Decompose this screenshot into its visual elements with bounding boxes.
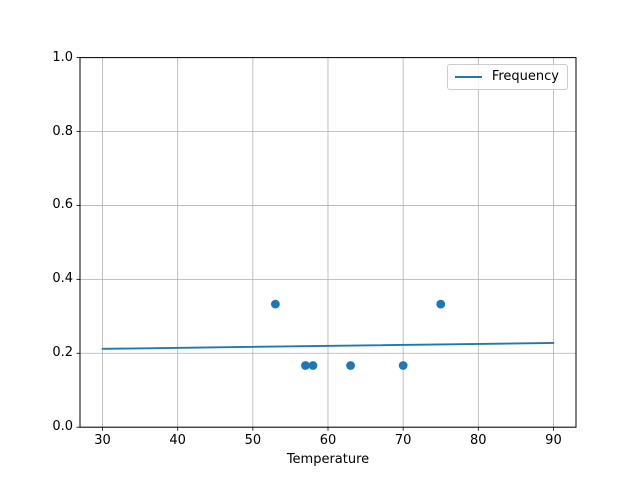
y-tick-label: 0.4 <box>52 271 73 287</box>
legend-label: Frequency <box>491 68 559 84</box>
x-tick-label: 50 <box>244 433 262 449</box>
x-tick-label: 30 <box>94 433 111 449</box>
scatter-point <box>308 361 318 370</box>
scatter-point <box>346 361 355 370</box>
x-tick-label: 80 <box>470 433 487 449</box>
scatter-point <box>301 361 310 370</box>
scatter-point <box>436 299 446 309</box>
frequency-line <box>101 341 555 350</box>
y-tick-label: 0.2 <box>52 345 73 361</box>
scatter-point <box>270 299 280 309</box>
y-tick-label: 0.8 <box>52 123 73 139</box>
x-tick-label: 60 <box>319 433 337 449</box>
x-tick-label: 70 <box>394 433 412 449</box>
legend: Frequency <box>446 63 568 90</box>
legend-line-sample <box>454 75 482 78</box>
y-tick-label: 0.6 <box>52 197 73 213</box>
scatter-point <box>398 361 408 370</box>
x-tick-label: 90 <box>545 433 562 449</box>
y-tick-label: 0.0 <box>52 419 73 435</box>
y-tick-label: 1.0 <box>52 49 73 65</box>
x-tick-label: 40 <box>169 433 186 449</box>
x-axis-label: Temperature <box>286 452 370 468</box>
